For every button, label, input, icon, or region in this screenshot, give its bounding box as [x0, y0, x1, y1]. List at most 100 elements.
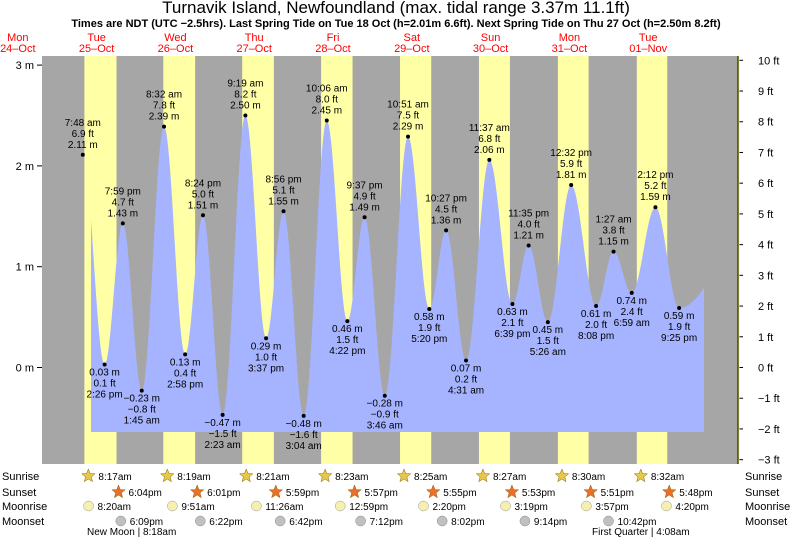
moonset-time: 9:14pm: [534, 517, 567, 528]
sunrise-time: 8:19am: [177, 472, 210, 483]
low-tide-label: 2:23 am: [205, 440, 241, 451]
moonrise-icon: [581, 500, 592, 512]
sunset-icon: [111, 484, 126, 499]
day-header-dow: Mon: [559, 32, 580, 44]
high-tide-label: 5.9 ft: [560, 159, 582, 170]
sunset-time: 5:51pm: [601, 488, 634, 499]
low-tide-label: 8:08 pm: [578, 331, 614, 342]
sunrise-time: 8:30am: [572, 472, 605, 483]
sunset-icon: [189, 484, 205, 499]
tide-point: [406, 134, 411, 139]
sunrise-icon: [159, 468, 175, 483]
low-tide-label: 0.63 m: [497, 307, 528, 318]
high-tide-label: 8.2 ft: [234, 90, 256, 101]
sunset-time: 6:01pm: [207, 488, 240, 499]
high-tide-label: 1.59 m: [640, 192, 671, 203]
moonset-time: 6:42pm: [289, 517, 322, 528]
low-tide-label: 0.74 m: [616, 296, 647, 307]
tide-point: [611, 249, 616, 254]
left-tick-label: 3 m: [16, 60, 34, 72]
day-header-dow: Fri: [327, 32, 340, 44]
sunrise-icon: [475, 468, 491, 483]
tide-point: [362, 215, 367, 220]
tide-point: [301, 413, 306, 418]
low-tide-label: −0.23 m: [124, 394, 160, 405]
tide-point: [677, 306, 682, 311]
high-tide-label: 3.8 ft: [602, 226, 624, 237]
low-tide-label: 0.61 m: [581, 309, 612, 320]
moonset-time: 8:02pm: [451, 517, 484, 528]
low-tide-label: 2.0 ft: [585, 320, 607, 331]
high-tide-label: 7.8 ft: [153, 101, 175, 112]
high-tide-label: 2:12 pm: [637, 170, 673, 181]
high-tide-label: 1.55 m: [268, 196, 299, 207]
sunset-time: 5:55pm: [443, 488, 476, 499]
astro-row-label-right: Moonrise: [745, 501, 790, 513]
sunrise-icon: [633, 468, 649, 483]
moonset-time: 10:42pm: [618, 517, 657, 528]
high-tide-label: 11:37 am: [469, 123, 510, 134]
high-tide-label: 4.0 ft: [518, 220, 540, 231]
tide-point: [382, 393, 387, 398]
high-tide-label: 10:27 pm: [425, 193, 467, 204]
sunrise-icon: [554, 468, 570, 483]
low-tide-label: 1.9 ft: [418, 323, 440, 334]
day-header-date: 26–Oct: [158, 43, 193, 55]
tide-point: [427, 307, 432, 312]
low-tide-label: 1.0 ft: [255, 352, 277, 363]
high-tide-label: 6.8 ft: [478, 134, 500, 145]
low-tide-label: 1.5 ft: [537, 336, 559, 347]
low-tide-label: 5:26 am: [530, 347, 566, 358]
tide-labels: 7:48 am6.9 ft2.11 m 0.03 m0.1 ft2:26 pm 7:…: [65, 79, 697, 452]
moonrise-icon: [334, 500, 346, 512]
low-tide-label: 2.1 ft: [501, 318, 523, 329]
low-tide-label: 0.07 m: [451, 363, 482, 374]
moon-phase-new: New Moon | 8:18am: [87, 527, 176, 538]
day-header-dow: Tue: [639, 32, 658, 44]
moonset-time: 6:22pm: [209, 517, 242, 528]
high-tide-label: 2.50 m: [230, 101, 261, 112]
sunset-time: 5:48pm: [679, 488, 712, 499]
low-tide-label: −0.8 ft: [128, 405, 156, 416]
sunrise-time: 8:23am: [335, 472, 368, 483]
sunrise-time: 8:17am: [98, 472, 131, 483]
low-tide-label: 0.29 m: [251, 341, 282, 352]
high-tide-label: 1.51 m: [188, 200, 219, 211]
high-tide-label: 10:51 am: [387, 100, 429, 111]
right-tick-label: 2 ft: [758, 301, 773, 313]
low-tide-label: 3:04 am: [286, 441, 322, 452]
right-tick-label: 8 ft: [758, 117, 773, 129]
high-tide-label: 12:32 pm: [550, 148, 592, 159]
low-tide-label: 0.1 ft: [93, 378, 115, 389]
moonset-icon: [274, 515, 286, 527]
right-tick-label: 5 ft: [758, 209, 773, 221]
tide-point: [594, 304, 599, 309]
moonrise-time: 4:20pm: [675, 502, 708, 513]
astro-row-label-right: Sunrise: [745, 471, 782, 483]
right-tick-label: 3 ft: [758, 270, 773, 282]
moonrise-icon: [418, 500, 429, 512]
low-tide-label: 6:39 pm: [494, 329, 530, 340]
high-tide-label: 11:35 pm: [508, 209, 549, 220]
high-tide-label: 9:37 pm: [347, 180, 383, 191]
tide-area: [91, 115, 704, 433]
high-tide-label: 9:19 am: [227, 79, 263, 90]
right-tick-label: 7 ft: [758, 147, 773, 159]
sunset-icon: [347, 484, 362, 499]
day-header-date: 25–Oct: [79, 43, 114, 55]
astro-row-label-right: Sunset: [745, 487, 779, 499]
moonset-icon: [519, 515, 531, 527]
moonset-icon: [115, 515, 127, 527]
tide-point: [102, 362, 107, 367]
tide-point: [487, 157, 492, 162]
high-tide-label: 6.9 ft: [72, 129, 94, 140]
right-tick-label: −3 ft: [758, 455, 780, 467]
right-tick-label: 9 ft: [758, 86, 773, 98]
sunset-icon: [504, 484, 520, 499]
astro-table: Sunrise Sunset Moonrise Moonset Sunrise Sunse…: [2, 468, 790, 538]
sunset-icon: [661, 484, 677, 499]
low-tide-label: −0.9 ft: [371, 410, 399, 421]
right-tick-label: 1 ft: [758, 332, 773, 344]
low-tide-label: 0.13 m: [170, 357, 201, 368]
day-header-date: 30–Oct: [473, 43, 508, 55]
